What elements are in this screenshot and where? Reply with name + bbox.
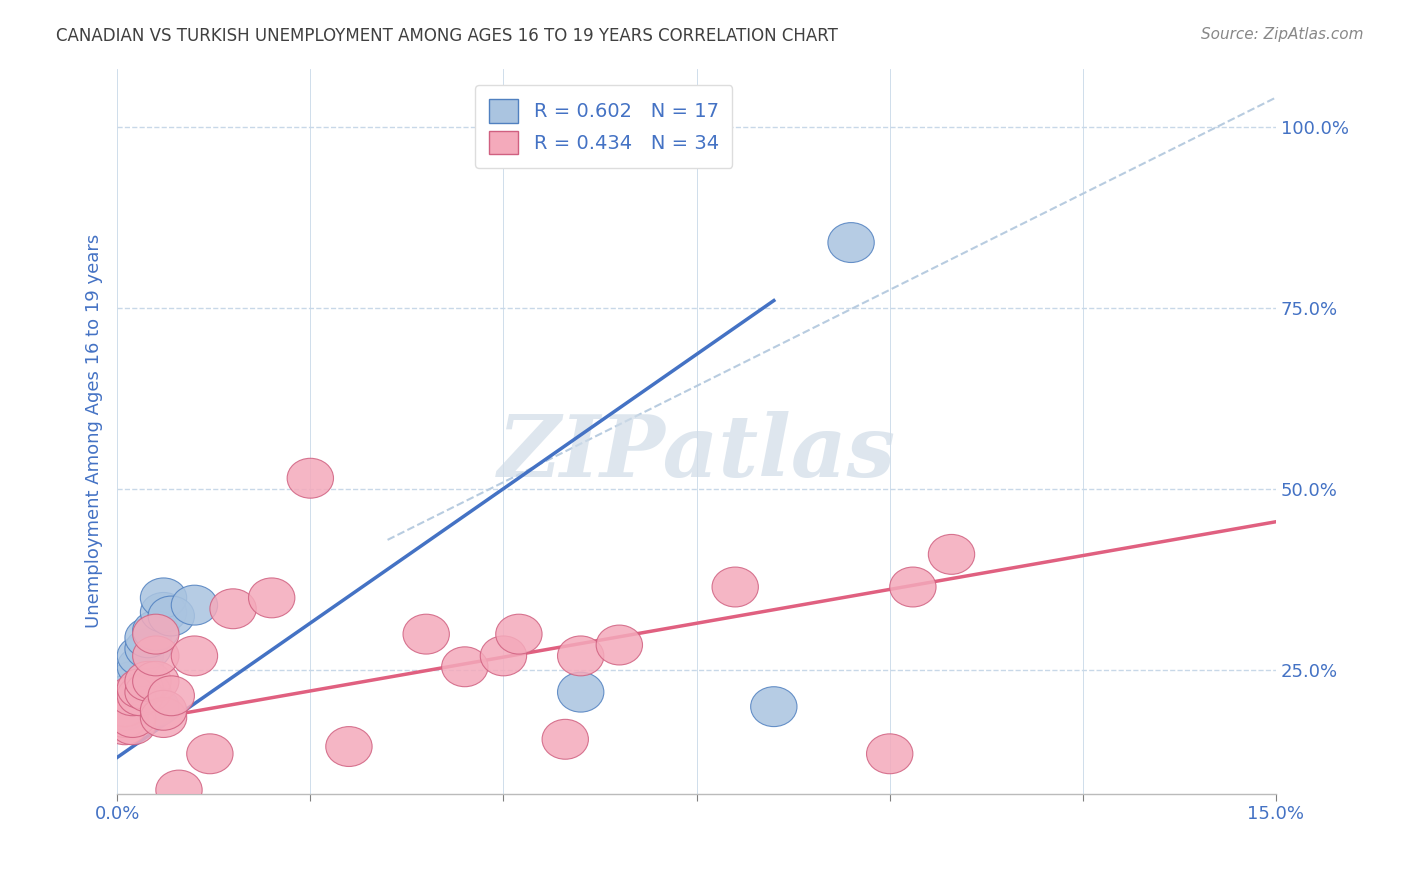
Ellipse shape: [125, 661, 172, 701]
Ellipse shape: [117, 636, 163, 676]
Ellipse shape: [110, 705, 156, 745]
Ellipse shape: [711, 567, 758, 607]
Ellipse shape: [751, 687, 797, 727]
Ellipse shape: [596, 625, 643, 665]
Ellipse shape: [101, 698, 148, 738]
Ellipse shape: [481, 636, 527, 676]
Ellipse shape: [101, 690, 148, 731]
Ellipse shape: [125, 618, 172, 657]
Ellipse shape: [209, 589, 256, 629]
Ellipse shape: [101, 705, 148, 745]
Ellipse shape: [441, 647, 488, 687]
Ellipse shape: [828, 223, 875, 262]
Ellipse shape: [110, 676, 156, 715]
Ellipse shape: [125, 673, 172, 712]
Ellipse shape: [110, 673, 156, 712]
Legend: R = 0.602   N = 17, R = 0.434   N = 34: R = 0.602 N = 17, R = 0.434 N = 34: [475, 86, 733, 168]
Ellipse shape: [110, 698, 156, 738]
Text: Source: ZipAtlas.com: Source: ZipAtlas.com: [1201, 27, 1364, 42]
Text: CANADIAN VS TURKISH UNEMPLOYMENT AMONG AGES 16 TO 19 YEARS CORRELATION CHART: CANADIAN VS TURKISH UNEMPLOYMENT AMONG A…: [56, 27, 838, 45]
Ellipse shape: [117, 647, 163, 687]
Ellipse shape: [866, 734, 912, 773]
Ellipse shape: [141, 592, 187, 632]
Ellipse shape: [928, 534, 974, 574]
Ellipse shape: [132, 636, 179, 676]
Ellipse shape: [132, 610, 179, 650]
Ellipse shape: [117, 669, 163, 708]
Ellipse shape: [148, 676, 194, 715]
Ellipse shape: [172, 636, 218, 676]
Ellipse shape: [287, 458, 333, 498]
Ellipse shape: [101, 676, 148, 715]
Ellipse shape: [404, 615, 450, 654]
Ellipse shape: [558, 636, 603, 676]
Ellipse shape: [141, 578, 187, 618]
Ellipse shape: [132, 661, 179, 701]
Ellipse shape: [125, 629, 172, 669]
Ellipse shape: [543, 719, 589, 759]
Ellipse shape: [117, 676, 163, 715]
Ellipse shape: [326, 727, 373, 766]
Ellipse shape: [148, 596, 194, 636]
Ellipse shape: [172, 585, 218, 625]
Ellipse shape: [496, 615, 543, 654]
Ellipse shape: [110, 661, 156, 701]
Ellipse shape: [558, 673, 603, 712]
Ellipse shape: [187, 734, 233, 773]
Ellipse shape: [141, 698, 187, 738]
Ellipse shape: [156, 770, 202, 810]
Ellipse shape: [141, 690, 187, 731]
Ellipse shape: [890, 567, 936, 607]
Ellipse shape: [132, 687, 179, 727]
Ellipse shape: [249, 578, 295, 618]
Ellipse shape: [132, 615, 179, 654]
Text: ZIPatlas: ZIPatlas: [498, 411, 896, 494]
Ellipse shape: [101, 687, 148, 727]
Y-axis label: Unemployment Among Ages 16 to 19 years: Unemployment Among Ages 16 to 19 years: [86, 234, 103, 628]
